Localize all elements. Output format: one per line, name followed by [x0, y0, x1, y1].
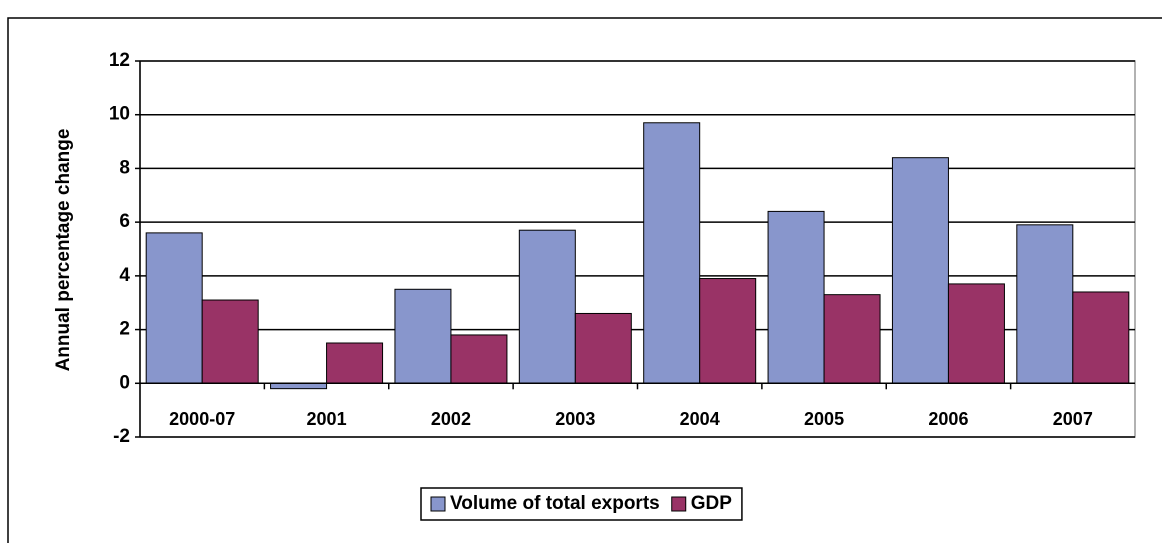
- x-tick-label: 2004: [680, 409, 720, 429]
- legend-box: [420, 487, 743, 521]
- bar: [145, 232, 203, 384]
- bar: [574, 312, 632, 384]
- y-tick-label: 6: [119, 211, 130, 232]
- bar: [947, 283, 1005, 384]
- bar: [450, 334, 508, 384]
- y-axis-label: Annual percentage change: [53, 129, 74, 372]
- x-tick-label: 2005: [804, 409, 844, 429]
- bar: [643, 122, 701, 384]
- bar: [326, 342, 384, 384]
- y-tick-label: 2: [119, 319, 130, 340]
- y-tick-label: 10: [109, 104, 130, 125]
- legend-swatch: [430, 496, 446, 512]
- legend-label: Volume of total exports: [450, 493, 660, 514]
- y-tick-label: -2: [113, 426, 130, 447]
- legend-label: GDP: [691, 493, 733, 514]
- x-tick-label: 2006: [928, 409, 968, 429]
- x-tick-label: 2002: [431, 409, 471, 429]
- bar: [201, 299, 259, 384]
- bar: [823, 294, 881, 384]
- y-tick-label: 4: [119, 265, 130, 286]
- bar: [891, 157, 949, 384]
- y-tick-label: 12: [109, 50, 130, 71]
- bar: [518, 229, 576, 384]
- x-tick-label: 2007: [1053, 409, 1093, 429]
- bar: [394, 288, 452, 384]
- bar: [699, 278, 757, 384]
- bar: [270, 382, 328, 390]
- x-tick-label: 2003: [555, 409, 595, 429]
- x-tick-label: 2001: [307, 409, 347, 429]
- bar: [767, 210, 825, 384]
- bar: [1016, 224, 1074, 384]
- legend-swatch: [671, 496, 687, 512]
- y-tick-label: 0: [119, 372, 130, 393]
- y-tick-label: 8: [119, 157, 130, 178]
- bar: [1072, 291, 1130, 384]
- x-tick-label: 2000-07: [169, 409, 235, 429]
